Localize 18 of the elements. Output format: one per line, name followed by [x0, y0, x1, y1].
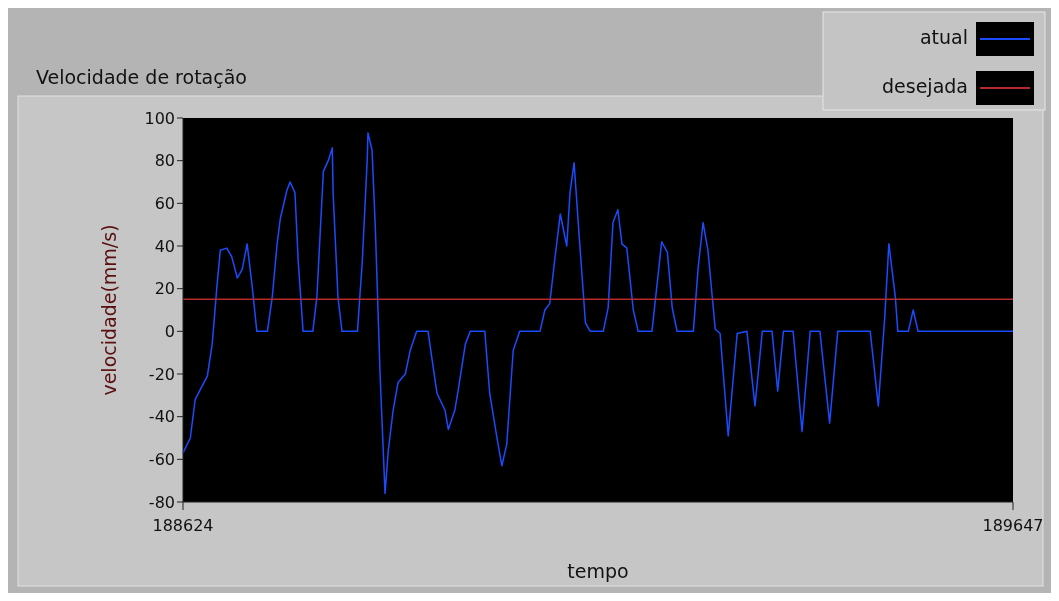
y-tick-label: -60 [148, 449, 175, 469]
y-tick-label: 40 [154, 236, 175, 256]
legend-label: desejada [882, 75, 968, 97]
legend-label: atual [919, 26, 968, 48]
y-tick-label: 60 [154, 193, 175, 213]
x-tick-label: 188624 [152, 516, 214, 535]
x-axis-title: tempo [567, 560, 629, 582]
y-tick-label: 100 [144, 108, 175, 128]
line-series [182, 132, 1014, 495]
y-tick-label: -20 [148, 364, 175, 384]
y-tick-label: -40 [148, 407, 175, 427]
y-axis-title: velocidade(mm/s) [98, 224, 120, 396]
y-tick-label: 80 [154, 151, 175, 171]
y-tick-label: 20 [154, 279, 175, 299]
x-tick-label: 189647 [982, 516, 1044, 535]
chart-title: Velocidade de rotação [36, 66, 247, 88]
y-tick-label: -80 [148, 492, 175, 512]
y-tick-label: 0 [164, 321, 175, 341]
